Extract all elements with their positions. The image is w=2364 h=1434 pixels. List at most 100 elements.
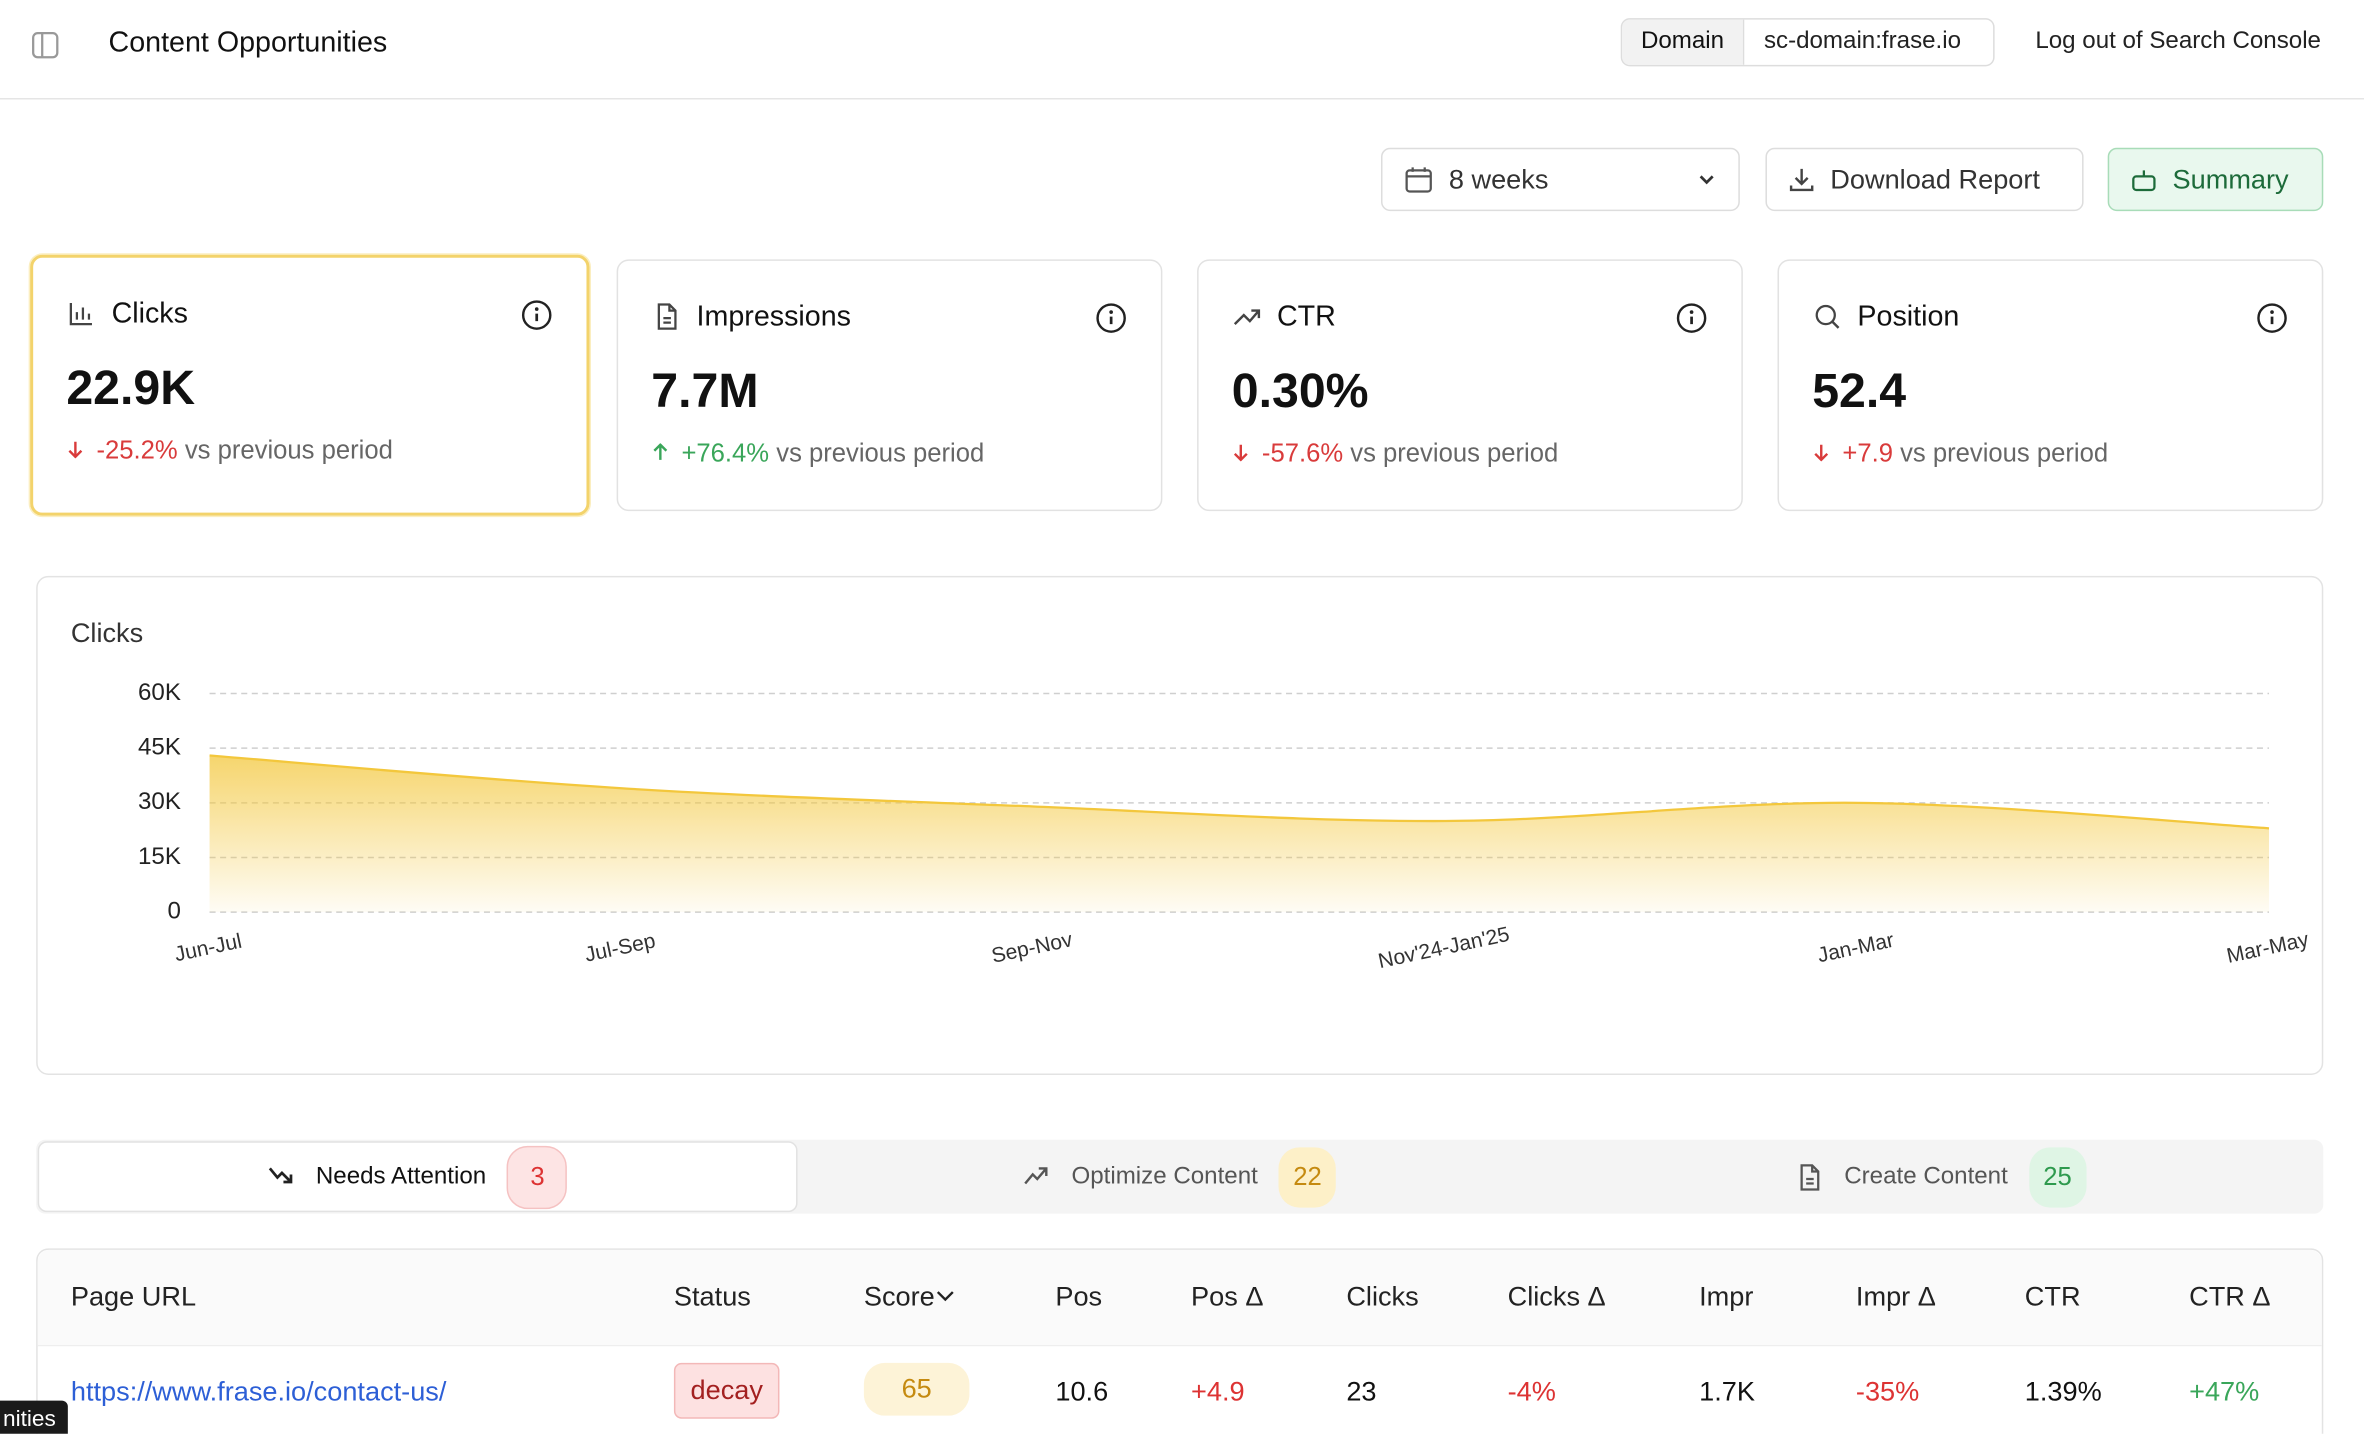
metric-value: 7.7M bbox=[651, 363, 759, 418]
tab[interactable]: Optimize Content 22 bbox=[799, 1141, 1560, 1212]
tab-count: 25 bbox=[2028, 1146, 2087, 1207]
metric-title: Position bbox=[1857, 301, 1960, 334]
change-value: +76.4% bbox=[681, 438, 770, 468]
table-cell: +47% bbox=[2189, 1376, 2260, 1407]
metric-card[interactable]: Clicks 22.9K -25.2% vs previous period bbox=[30, 254, 590, 516]
metric-title: Impressions bbox=[696, 301, 851, 334]
tab[interactable]: Needs Attention 3 bbox=[37, 1141, 798, 1213]
chart-title: Clicks bbox=[71, 617, 143, 648]
table-cell: -4% bbox=[1507, 1376, 1556, 1407]
page-title: Content Opportunities bbox=[108, 27, 388, 59]
table-cell: -35% bbox=[1855, 1376, 1920, 1407]
tab-icon bbox=[268, 1166, 292, 1183]
chart-card: Clicks 0 15K 30K 45K 60K Jun-Jul Jul-Sep Sep-No… bbox=[36, 575, 2324, 1075]
metric-icon bbox=[69, 303, 92, 326]
y-tick-label: 30K bbox=[138, 788, 181, 815]
change-value: -57.6% bbox=[1261, 438, 1344, 468]
chevron bbox=[1699, 175, 1714, 185]
metric-title: Clicks bbox=[111, 298, 188, 331]
comparison: vs previous period bbox=[1900, 438, 2109, 468]
metric-value: 0.30% bbox=[1231, 363, 1369, 418]
metric-card[interactable]: Impressions 7.7M +76.4% vs previous period bbox=[616, 259, 1163, 512]
download-label: Download Report bbox=[1830, 163, 2040, 194]
tab-label: Needs Attention bbox=[315, 1163, 487, 1189]
metric-title: CTR bbox=[1276, 301, 1336, 334]
metric-icon bbox=[657, 303, 677, 330]
info-icon[interactable] bbox=[520, 299, 553, 332]
metric-change: -25.2% vs previous period bbox=[66, 436, 393, 466]
change-value: +7.9 bbox=[1842, 438, 1893, 468]
bot-icon bbox=[2132, 170, 2156, 192]
column-header: Clicks bbox=[1346, 1281, 1419, 1312]
area bbox=[209, 755, 2270, 913]
column-header: CTR Δ bbox=[2189, 1281, 2271, 1312]
table-cell: 65 bbox=[863, 1362, 970, 1416]
table-cell: +4.9 bbox=[1191, 1376, 1245, 1407]
calendar-icon bbox=[1405, 167, 1432, 193]
period-select[interactable]: 8 weeks bbox=[1381, 147, 1740, 212]
logout-link[interactable]: Log out of Search Console bbox=[2035, 28, 2321, 55]
trend-arrow bbox=[653, 443, 668, 460]
column-header: Clicks Δ bbox=[1507, 1281, 1606, 1312]
top-bar bbox=[0, 0, 2364, 100]
domain-box bbox=[1620, 18, 1995, 67]
metric-change: +7.9 vs previous period bbox=[1812, 439, 2108, 469]
x-tick-label: Sep-Nov bbox=[989, 928, 1074, 968]
metric-change: +76.4% vs previous period bbox=[651, 439, 984, 469]
tab-icon bbox=[1023, 1166, 1048, 1184]
domain-label: Domain bbox=[1622, 19, 1745, 65]
column-header: Pos Δ bbox=[1191, 1281, 1264, 1312]
table-cell: 1.39% bbox=[2024, 1376, 2102, 1407]
x-tick-label: Nov'24-Jan'25 bbox=[1376, 923, 1511, 973]
table-cell: 23 bbox=[1346, 1376, 1377, 1407]
table-cell: 10.6 bbox=[1055, 1376, 1109, 1407]
download-button[interactable]: Download Report bbox=[1765, 147, 2084, 212]
tab-label: Create Content bbox=[1844, 1163, 2008, 1189]
column-header: Page URL bbox=[70, 1281, 197, 1312]
comparison: vs previous period bbox=[776, 438, 985, 468]
tab[interactable]: Create Content 25 bbox=[1560, 1141, 2321, 1212]
column-header[interactable]: Score bbox=[864, 1282, 956, 1314]
tooltip: nities bbox=[0, 1400, 68, 1434]
tab-count: 22 bbox=[1278, 1146, 1337, 1207]
column-header: Impr bbox=[1699, 1281, 1754, 1312]
sort-icon bbox=[936, 1291, 954, 1302]
metric-value: 52.4 bbox=[1812, 363, 1907, 418]
y-tick-label: 45K bbox=[138, 734, 181, 761]
metric-card[interactable]: CTR 0.30% -57.6% vs previous period bbox=[1197, 259, 1743, 512]
chart: Clicks 0 15K 30K 45K 60K Jun-Jul Jul-Sep Sep-No… bbox=[71, 617, 2312, 973]
metric-icon bbox=[1815, 304, 1840, 329]
area-line bbox=[209, 754, 2270, 830]
metric-change: -57.6% vs previous period bbox=[1232, 438, 1559, 469]
info-icon[interactable] bbox=[1095, 302, 1128, 335]
info-icon[interactable] bbox=[1675, 302, 1708, 335]
sidebar-toggle[interactable] bbox=[32, 32, 59, 59]
trend-arrow bbox=[1814, 444, 1829, 462]
column-header: Pos bbox=[1055, 1281, 1103, 1312]
comparison: vs previous period bbox=[1350, 438, 1559, 468]
change-value: -25.2% bbox=[96, 435, 178, 465]
info-icon[interactable] bbox=[2255, 302, 2288, 335]
download-icon bbox=[1789, 168, 1814, 192]
table-cell: 1.7K bbox=[1699, 1376, 1755, 1407]
summary-label: Summary bbox=[2172, 163, 2289, 194]
column-header: Impr Δ bbox=[1855, 1281, 1936, 1312]
tab-label: Optimize Content bbox=[1071, 1163, 1258, 1189]
x-tick-label: Mar-May bbox=[2225, 928, 2312, 968]
table-header bbox=[37, 1249, 2322, 1347]
tab-icon bbox=[1800, 1163, 1820, 1190]
metric-value: 22.9K bbox=[66, 360, 196, 415]
comparison: vs previous period bbox=[184, 435, 393, 465]
y-tick-label: 0 bbox=[167, 898, 180, 925]
trend-arrow bbox=[1233, 444, 1248, 462]
domain-value: sc-domain:frase.io bbox=[1763, 28, 1962, 55]
tab-count: 3 bbox=[507, 1145, 568, 1209]
table-cell[interactable]: https://www.frase.io/contact-us/ bbox=[70, 1376, 447, 1407]
summary-button[interactable]: Summary bbox=[2107, 147, 2324, 212]
x-tick-label: Jul-Sep bbox=[583, 929, 658, 966]
column-header: Status bbox=[673, 1281, 751, 1312]
metric-card[interactable]: Position 52.4 +7.9 vs previous period bbox=[1777, 259, 2324, 512]
metric-icon bbox=[1233, 309, 1261, 325]
trend-arrow bbox=[68, 441, 83, 459]
